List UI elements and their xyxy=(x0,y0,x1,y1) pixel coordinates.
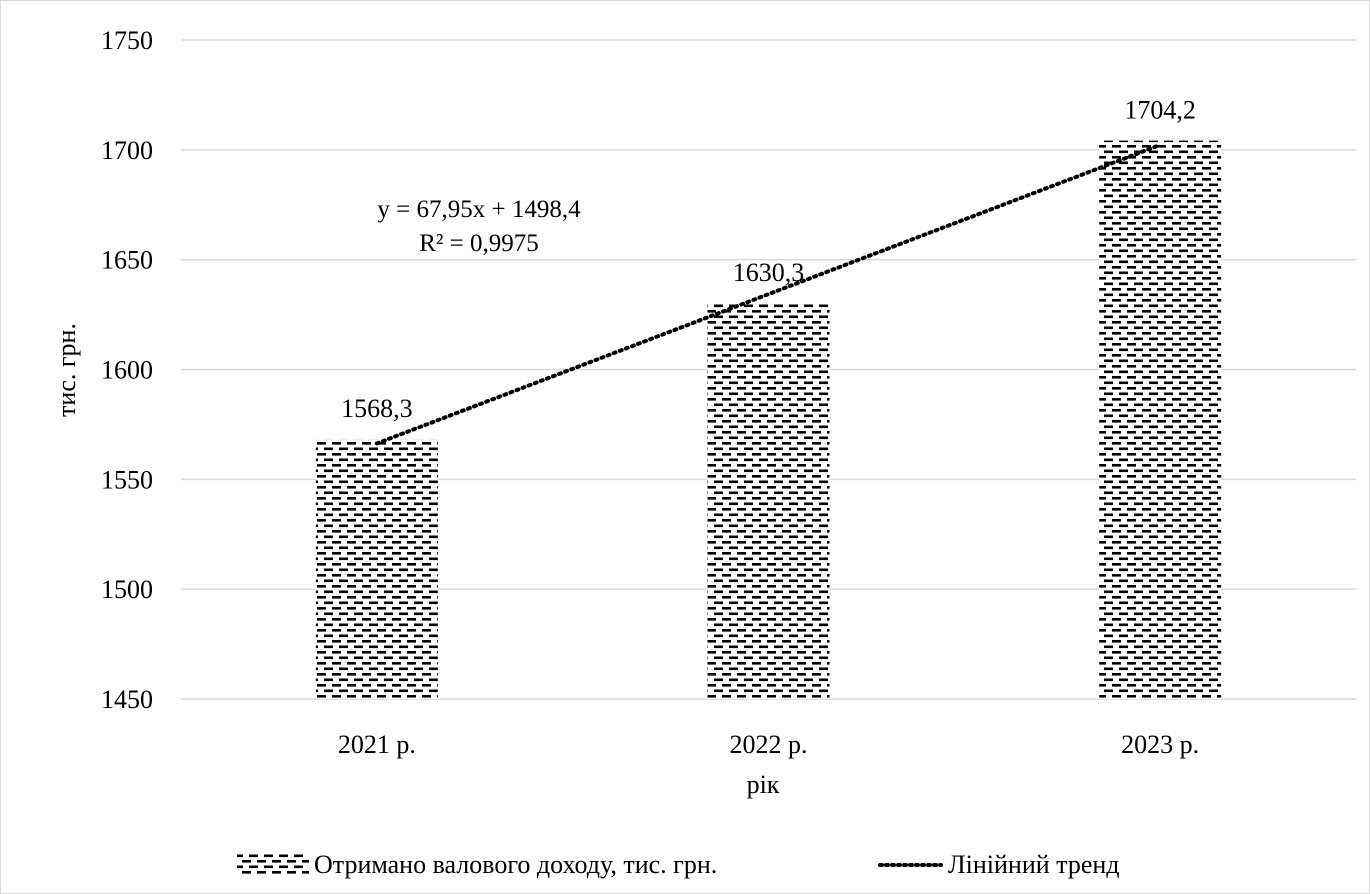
data-labels: 1568,3 1630,3 1704,2 xyxy=(341,96,1196,424)
bar xyxy=(707,302,830,699)
y-tick-label: 1550 xyxy=(101,465,153,494)
x-tick-label: 2023 р. xyxy=(1121,730,1199,759)
legend-swatch-bar xyxy=(237,854,309,874)
y-tick-label: 1650 xyxy=(101,246,153,275)
y-axis-ticks: 1450 1500 1550 1600 1650 1700 1750 xyxy=(101,26,153,714)
y-tick-label: 1600 xyxy=(101,356,153,385)
bar xyxy=(1099,140,1222,700)
x-tick-label: 2021 р. xyxy=(338,730,416,759)
trendline xyxy=(374,142,1163,446)
trend-r-squared: R² = 0,9975 xyxy=(419,230,539,257)
data-label: 1704,2 xyxy=(1124,96,1196,125)
legend-label-bar: Отримано валового доходу, тис. грн. xyxy=(314,850,717,879)
trend-equation: y = 67,95x + 1498,4 xyxy=(377,196,581,223)
bars xyxy=(315,140,1222,700)
data-label: 1568,3 xyxy=(341,394,413,423)
y-axis-title: тис. грн. xyxy=(52,323,81,417)
y-tick-label: 1500 xyxy=(101,575,153,604)
y-tick-label: 1700 xyxy=(101,136,153,165)
trend-line xyxy=(374,142,1163,446)
y-tick-label: 1750 xyxy=(101,26,153,55)
legend-label-trend: Лінійний тренд xyxy=(948,850,1120,879)
x-axis-ticks: 2021 р. 2022 р. 2023 р. xyxy=(338,730,1199,759)
legend: Отримано валового доходу, тис. грн. Ліні… xyxy=(237,850,1120,879)
x-tick-label: 2022 р. xyxy=(730,730,808,759)
bar xyxy=(315,439,438,699)
y-tick-label: 1450 xyxy=(101,685,153,714)
data-label: 1630,3 xyxy=(733,258,805,287)
x-axis-title: рік xyxy=(747,770,780,799)
